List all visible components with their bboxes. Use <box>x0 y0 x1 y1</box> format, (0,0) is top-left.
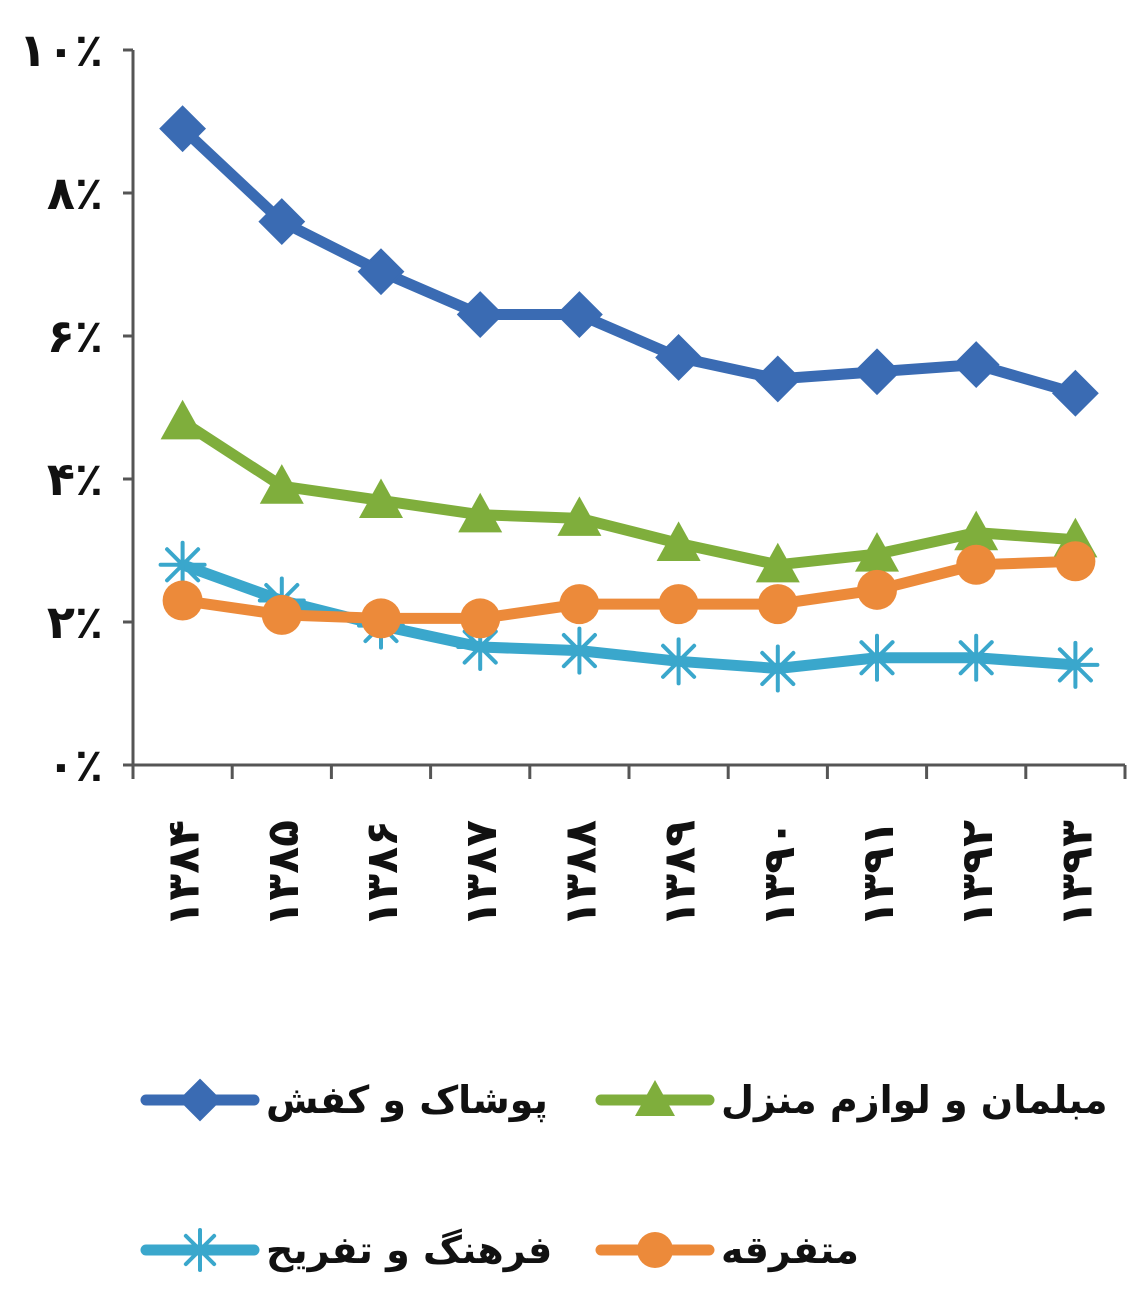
y-axis-ticks: ۰٪ ۲٪ ۴٪ ۶٪ ۸٪ ۱۰٪ <box>19 23 133 792</box>
series-1 <box>160 399 1098 583</box>
data-point <box>259 464 304 504</box>
series-0 <box>159 105 1099 417</box>
data-point <box>855 532 899 572</box>
data-point <box>656 521 701 561</box>
x-tick-label: ۱۳۹۳ <box>1051 820 1102 928</box>
data-point <box>359 478 403 519</box>
data-point <box>159 105 207 153</box>
x-tick-label: ۱۳۹۲ <box>952 820 1003 928</box>
series-layer <box>158 105 1100 693</box>
data-point <box>952 633 1001 682</box>
data-point <box>954 510 999 551</box>
data-point <box>555 626 604 675</box>
x-tick-label: ۱۳۸۶ <box>357 820 408 927</box>
data-point <box>559 584 600 625</box>
data-point <box>458 492 503 533</box>
series-3 <box>162 541 1096 639</box>
x-tick-label: ۱۳۹۱ <box>853 820 904 927</box>
y-tick-label: ۴٪ <box>47 452 103 506</box>
x-tick-label: ۱۳۸۵ <box>258 820 309 927</box>
data-point <box>460 598 501 639</box>
x-tick-label: ۱۳۸۹ <box>655 820 706 927</box>
x-tick-label: ۱۳۸۴ <box>159 820 210 927</box>
data-point <box>261 594 302 635</box>
y-tick-label: ۱۰٪ <box>19 23 103 77</box>
data-point <box>456 291 504 338</box>
data-point <box>361 598 401 639</box>
data-point <box>753 644 802 693</box>
y-tick-label: ۲٪ <box>47 595 103 649</box>
x-tick-label: ۱۳۸۸ <box>555 820 606 928</box>
series-line <box>177 555 1081 624</box>
data-point <box>654 637 703 686</box>
data-point <box>158 540 207 589</box>
data-point <box>555 291 603 338</box>
data-point <box>1051 369 1099 417</box>
series-line <box>177 123 1081 399</box>
data-point <box>956 544 997 585</box>
data-point <box>757 584 798 625</box>
data-point <box>658 584 699 625</box>
data-point <box>952 341 1000 389</box>
y-tick-label: ۸٪ <box>47 166 103 220</box>
x-tick-label: ۱۳۸۷ <box>456 820 507 928</box>
data-point <box>258 198 306 246</box>
y-tick-label: ۰٪ <box>47 738 103 792</box>
data-point <box>655 334 703 381</box>
data-point <box>853 633 901 682</box>
data-point <box>557 496 602 536</box>
x-axis-ticks: ۱۳۸۴ ۱۳۸۵ ۱۳۸۶ ۱۳۸۷ ۱۳۸۸ ۱۳۸۹ ۱۳۹۰ ۱۳۹۱ ۱۳۹۲ ۱۳۹۳ <box>131 765 1127 928</box>
data-point <box>357 248 405 296</box>
data-point <box>456 623 505 672</box>
data-point <box>1051 640 1100 689</box>
data-point <box>857 569 897 610</box>
data-point <box>162 580 203 621</box>
data-point <box>754 355 802 403</box>
data-point <box>160 399 205 440</box>
x-tick-label: ۱۳۹۰ <box>754 820 805 927</box>
data-point <box>755 542 800 583</box>
data-point <box>1055 541 1096 582</box>
y-tick-label: ۶٪ <box>47 309 103 363</box>
series-line <box>177 416 1081 571</box>
data-point <box>853 348 901 396</box>
